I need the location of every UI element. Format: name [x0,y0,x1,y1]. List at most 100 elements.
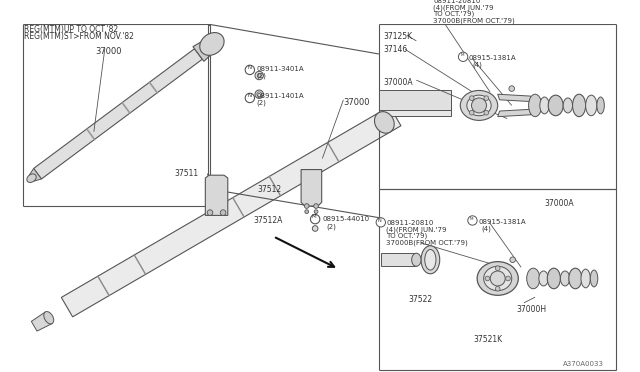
Circle shape [245,65,255,74]
Text: 37511: 37511 [175,169,198,178]
Ellipse shape [540,97,549,114]
Text: 37522: 37522 [409,295,433,304]
Text: 37000B(FROM OCT.'79): 37000B(FROM OCT.'79) [387,239,468,246]
Circle shape [469,110,474,115]
Polygon shape [61,106,401,317]
Ellipse shape [27,174,36,183]
Circle shape [495,266,500,270]
Circle shape [314,210,318,214]
Circle shape [310,214,320,224]
Circle shape [220,210,226,215]
Ellipse shape [586,95,597,116]
Text: 37000: 37000 [95,46,122,55]
Text: (4): (4) [472,61,483,68]
Text: (2): (2) [257,73,266,79]
Text: N: N [247,93,251,97]
Text: 37125K: 37125K [383,32,413,41]
Text: 37512A: 37512A [253,217,283,225]
Text: 08911-20810: 08911-20810 [433,0,481,4]
Circle shape [484,110,488,115]
Text: (4): (4) [482,225,492,232]
Circle shape [255,90,264,99]
Ellipse shape [44,312,54,324]
Circle shape [255,71,264,80]
Polygon shape [34,49,202,179]
Circle shape [257,74,261,77]
Polygon shape [379,90,451,110]
Text: (4)(FROM JUN.'79: (4)(FROM JUN.'79 [433,4,493,11]
Text: 08915-44010: 08915-44010 [323,217,370,222]
Text: M: M [312,214,316,219]
Text: TO OCT.'79): TO OCT.'79) [433,11,474,17]
Text: 37512: 37512 [257,186,281,195]
Ellipse shape [467,95,491,116]
Circle shape [484,96,488,100]
Ellipse shape [425,250,436,270]
Circle shape [207,210,213,215]
Polygon shape [205,175,228,215]
Circle shape [509,86,515,92]
Ellipse shape [547,268,561,289]
Circle shape [469,96,474,100]
Circle shape [305,210,308,214]
Text: 37000A: 37000A [545,199,574,208]
Text: 08911-20810: 08911-20810 [387,219,434,225]
Text: (2): (2) [326,224,336,230]
Ellipse shape [200,33,224,55]
Text: 37000H: 37000H [516,305,547,314]
Text: 08915-1381A: 08915-1381A [478,219,525,225]
Ellipse shape [561,271,570,286]
Text: 37000A: 37000A [383,78,413,87]
Text: 08911-3401A: 08911-3401A [257,66,304,72]
Polygon shape [498,109,533,117]
Text: A370A0033: A370A0033 [563,361,604,367]
Circle shape [312,226,318,231]
Text: (2): (2) [257,100,266,106]
Text: 37000B(FROM OCT.'79): 37000B(FROM OCT.'79) [433,17,515,24]
Ellipse shape [374,112,394,133]
Ellipse shape [581,269,590,288]
Circle shape [495,286,500,291]
Circle shape [472,98,486,113]
Circle shape [510,257,515,263]
Text: M: M [470,217,473,221]
Circle shape [305,204,309,208]
Ellipse shape [539,271,548,286]
Ellipse shape [569,268,582,289]
Ellipse shape [563,98,573,113]
Text: REG(MTM)UP TO OCT.'82: REG(MTM)UP TO OCT.'82 [24,25,118,34]
Ellipse shape [477,262,518,295]
Polygon shape [498,94,533,102]
Text: TO OCT.'79): TO OCT.'79) [387,232,428,239]
Ellipse shape [597,97,604,114]
Text: 08911-1401A: 08911-1401A [257,93,304,99]
Circle shape [257,92,262,97]
Text: (4)(FROM JUN.'79: (4)(FROM JUN.'79 [387,226,447,232]
Ellipse shape [460,90,498,121]
Text: 08915-1381A: 08915-1381A [468,55,516,61]
Ellipse shape [490,271,505,286]
Text: REG(MTM)ST>FROM NOV.'82: REG(MTM)ST>FROM NOV.'82 [24,32,134,41]
Polygon shape [301,170,322,206]
Text: 37521K: 37521K [474,334,503,344]
Text: M: M [460,53,464,57]
Circle shape [376,218,385,227]
Ellipse shape [529,94,541,117]
Ellipse shape [573,94,586,117]
Circle shape [458,52,468,61]
Circle shape [423,0,432,4]
Ellipse shape [548,95,563,116]
Text: 37146: 37146 [383,45,408,54]
Circle shape [468,216,477,225]
Text: N: N [247,65,251,70]
Text: N: N [378,218,381,223]
Circle shape [314,204,319,208]
Circle shape [506,276,510,281]
Ellipse shape [527,268,540,289]
Polygon shape [31,312,52,331]
Text: 37000: 37000 [344,98,370,107]
Polygon shape [381,253,417,266]
Polygon shape [29,169,42,181]
Polygon shape [379,95,451,116]
Polygon shape [193,38,216,61]
